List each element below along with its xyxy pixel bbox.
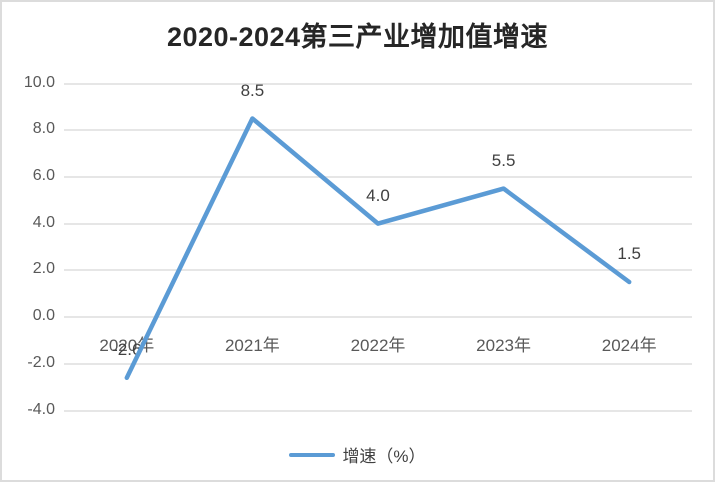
gridline: [64, 175, 692, 178]
legend-line-marker: [289, 452, 336, 457]
gridline: [64, 222, 692, 225]
gridline: [64, 362, 692, 365]
x-axis-tick-label: 2022年: [350, 336, 406, 355]
y-axis-tick-label: -4.0: [27, 400, 55, 418]
legend: 增速（%）: [2, 442, 713, 467]
legend-label: 增速（%）: [342, 447, 426, 466]
y-axis-tick-label: 0.0: [32, 307, 55, 325]
data-label: -2.6: [112, 339, 142, 359]
data-label: 5.5: [491, 150, 516, 170]
y-axis-tick-label: 2.0: [32, 260, 55, 278]
chart-title: 2020-2024第三产业增加值增速: [166, 22, 549, 52]
gridline: [64, 409, 692, 412]
x-axis-tick-label: 2023年: [476, 336, 531, 355]
gridline: [64, 269, 692, 272]
y-axis-tick-label: 6.0: [32, 166, 55, 184]
y-axis-tick-label: -2.0: [27, 353, 55, 371]
data-label: 1.5: [617, 244, 641, 264]
data-label: 4.0: [366, 185, 390, 205]
gridline: [64, 129, 692, 132]
x-axis-tick-label: 2024年: [601, 336, 657, 355]
y-axis-tick-label: 4.0: [32, 213, 55, 231]
y-axis-tick-label: 8.0: [32, 120, 55, 138]
gridline: [64, 82, 692, 85]
data-label: 8.5: [240, 80, 265, 100]
gridline: [64, 316, 692, 319]
x-axis-tick-label: 2021年: [224, 336, 280, 355]
y-axis-tick-label: 10.0: [23, 73, 55, 91]
